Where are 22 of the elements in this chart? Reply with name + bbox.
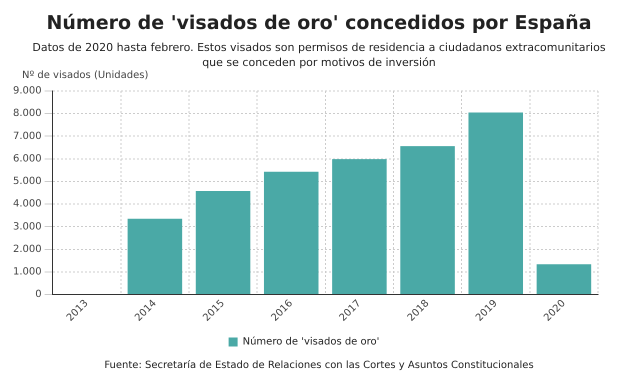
bar [400, 146, 455, 294]
y-tick-label: 6.000 [12, 153, 42, 164]
y-axis-title: Nº de visados (Unidades) [22, 70, 148, 81]
y-tick-label: 9.000 [12, 86, 42, 97]
y-tick-label: 8.000 [12, 108, 42, 120]
chart-subtitle: Datos de 2020 hasta febrero. Estos visados son permisos de residencia a ciudadanos extracomunitarios que se conceden por motivos de inversión [31, 40, 607, 70]
bar [196, 190, 250, 294]
y-tick-label: 4.000 [12, 198, 42, 210]
legend-label: Número de 'visados de oro' [242, 336, 380, 348]
chart-title: Número de 'visados de oro' concedidos por España [45, 12, 593, 34]
bar [128, 218, 182, 294]
bar [468, 112, 524, 294]
y-tick-label: 0 [35, 289, 42, 300]
y-tick-label: 7.000 [12, 130, 42, 142]
y-tick-label: 3.000 [12, 221, 42, 232]
y-tick-label: 1.000 [12, 266, 42, 278]
y-tick-label: 2.000 [12, 244, 42, 255]
bar [536, 264, 592, 294]
bar [264, 172, 318, 294]
y-tick-label: 5.000 [12, 176, 42, 188]
bar [332, 159, 387, 294]
source-note: Fuente: Secretaría de Estado de Relaciones con las Cortes y Asuntos Constitucionales [103, 360, 535, 371]
